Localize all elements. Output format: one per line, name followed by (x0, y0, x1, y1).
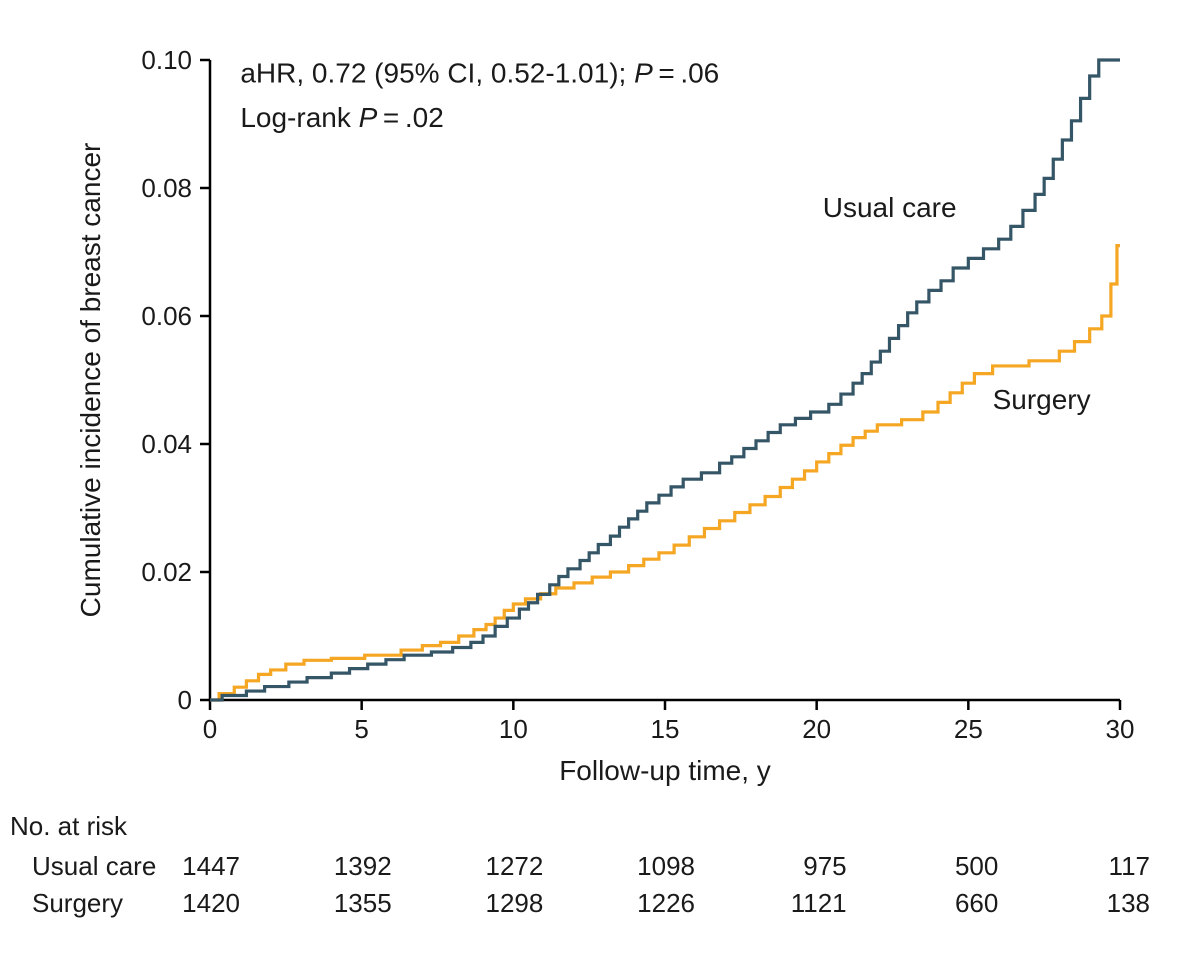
risk-cell: 1355 (334, 888, 392, 918)
annotation-ahr: aHR, 0.72 (95% CI, 0.52-1.01); P = .06 (240, 57, 719, 88)
risk-row-label: Surgery (32, 888, 123, 918)
series-surgery (210, 246, 1120, 700)
y-tick-label: 0 (178, 685, 192, 715)
risk-cell: 1226 (637, 888, 695, 918)
y-tick-label: 0.06 (141, 301, 192, 331)
annotation-logrank: Log-rank P = .02 (240, 102, 443, 133)
risk-cell: 138 (1107, 888, 1150, 918)
x-tick-label: 15 (651, 714, 680, 744)
x-tick-label: 0 (203, 714, 217, 744)
risk-cell: 1272 (485, 851, 543, 881)
label-surgery: Surgery (993, 384, 1091, 415)
label-usual-care: Usual care (823, 192, 957, 223)
risk-cell: 1420 (182, 888, 240, 918)
risk-cell: 500 (955, 851, 998, 881)
risk-cell: 1392 (334, 851, 392, 881)
x-tick-label: 10 (499, 714, 528, 744)
survival-chart: 0 0.02 0.04 0.06 0.08 0.10 0 5 10 15 20 25 30 Follow-… (0, 0, 1200, 960)
risk-row-label: Usual care (32, 851, 156, 881)
x-tick-label: 30 (1106, 714, 1135, 744)
risk-cell: 1121 (791, 888, 847, 918)
y-tick-label: 0.04 (141, 429, 192, 459)
x-tick-label: 20 (802, 714, 831, 744)
x-tick-label: 5 (354, 714, 368, 744)
y-tick-label: 0.08 (141, 173, 192, 203)
y-tick-label: 0.10 (141, 45, 192, 75)
risk-cell: 1447 (182, 851, 240, 881)
risk-cell: 1298 (485, 888, 543, 918)
axes (210, 60, 1120, 700)
risk-cell: 660 (955, 888, 998, 918)
risk-cell: 975 (803, 851, 846, 881)
series-usual-care (210, 60, 1120, 700)
risk-table-header: No. at risk (10, 811, 128, 841)
risk-cell: 1098 (637, 851, 695, 881)
y-tick-label: 0.02 (141, 557, 192, 587)
risk-cell: 117 (1109, 851, 1150, 881)
x-tick-label: 25 (954, 714, 983, 744)
y-axis-title: Cumulative incidence of breast cancer (75, 143, 106, 618)
x-axis-title: Follow-up time, y (559, 755, 771, 786)
